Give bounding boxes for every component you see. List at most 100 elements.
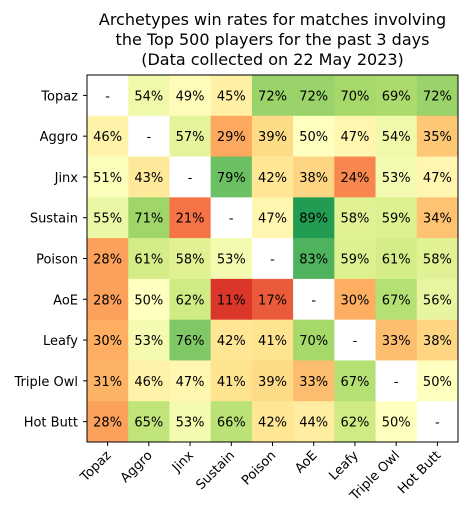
x-tick-label: Sustain <box>193 448 238 493</box>
heatmap-cell <box>169 401 212 443</box>
cell-value-label: 50% <box>299 130 328 145</box>
cell-value-label: 72% <box>423 89 452 104</box>
y-tick-label: Leafy <box>43 334 78 349</box>
y-axis: Topaz Aggro Jinx Sustain Poison AoE Leafy Tripl… <box>14 89 87 431</box>
heatmap-cell <box>293 197 335 239</box>
y-tick-label: Topaz <box>40 89 78 104</box>
cell-value-label: 50% <box>382 416 411 431</box>
cell-value-label: 42% <box>258 171 287 186</box>
heatmap-cell <box>87 238 129 280</box>
cell-value-label: 39% <box>258 375 287 390</box>
cell-value-label: 62% <box>176 293 205 308</box>
cell-value-label: 79% <box>217 171 246 186</box>
cell-value-label: 72% <box>258 89 287 104</box>
cell-value-label: 28% <box>93 416 122 431</box>
heatmap-cell <box>375 75 418 117</box>
cell-value-label: 53% <box>217 253 246 268</box>
heatmap-cell <box>334 197 376 239</box>
y-tick-label: Triple Owl <box>14 375 78 390</box>
heatmap-cell <box>293 278 335 321</box>
heatmap-cell <box>210 401 253 443</box>
cell-value-label: 39% <box>258 130 287 145</box>
heatmap-cell <box>210 360 253 402</box>
x-tick-label: Poison <box>239 448 279 488</box>
cell-value-label: 46% <box>93 130 122 145</box>
heatmap-cell <box>375 115 418 157</box>
heatmap-cell <box>416 156 459 198</box>
heatmap-cell <box>128 401 170 443</box>
x-tick-label: Aggro <box>118 448 156 486</box>
cell-value-label: 55% <box>93 212 122 227</box>
heatmap-cell <box>375 156 418 198</box>
y-tick-label: Sustain <box>30 212 78 227</box>
x-tick-label: Leafy <box>326 448 362 484</box>
heatmap-cell <box>416 360 459 402</box>
x-tick-label: Hot Butt <box>395 448 444 497</box>
heatmap-cell <box>169 360 212 402</box>
cell-value-label: 49% <box>176 89 205 104</box>
cell-value-label: 67% <box>340 375 369 390</box>
x-tick-label: Topaz <box>77 448 114 485</box>
cell-value-label: 33% <box>299 375 328 390</box>
heatmap-cell <box>416 401 459 443</box>
chart-title-line: the Top 500 players for the past 3 days <box>116 30 430 49</box>
heatmap-cell <box>251 360 294 402</box>
cell-value-label: 62% <box>340 416 369 431</box>
cell-value-label: 47% <box>176 375 205 390</box>
heatmap-cell <box>210 156 253 198</box>
cell-value-label: - <box>435 416 440 431</box>
heatmap-cell <box>375 319 418 361</box>
heatmap-cell <box>87 156 129 198</box>
heatmap-cell <box>251 319 294 361</box>
y-tick-label: AoE <box>53 293 78 308</box>
heatmap-cell <box>169 197 212 239</box>
cell-value-label: 45% <box>217 89 246 104</box>
heatmap-cell <box>251 156 294 198</box>
heatmap-cell <box>251 278 294 321</box>
cell-value-label: - <box>146 130 151 145</box>
cell-value-label: 47% <box>423 171 452 186</box>
cell-value-label: 30% <box>340 293 369 308</box>
heatmap-cell <box>416 75 459 117</box>
heatmap-cell <box>251 238 294 280</box>
cell-value-label: 29% <box>217 130 246 145</box>
cell-value-label: 89% <box>299 212 328 227</box>
cell-value-label: - <box>353 334 358 349</box>
cell-value-label: 47% <box>340 130 369 145</box>
cell-value-label: 67% <box>382 293 411 308</box>
cell-value-label: 51% <box>93 171 122 186</box>
cell-value-label: - <box>394 375 399 390</box>
heatmap-cell <box>87 115 129 157</box>
heatmap-cell <box>128 319 170 361</box>
heatmap-cell <box>293 156 335 198</box>
heatmap-cell <box>128 278 170 321</box>
heatmap-cell <box>416 278 459 321</box>
cell-value-label: 28% <box>93 253 122 268</box>
cell-value-label: 61% <box>382 253 411 268</box>
cell-value-label: 53% <box>176 416 205 431</box>
heatmap-cell <box>293 360 335 402</box>
cell-value-label: 50% <box>423 375 452 390</box>
heatmap-cell <box>293 401 335 443</box>
cell-value-label: 34% <box>423 212 452 227</box>
heatmap-cell <box>416 319 459 361</box>
heatmap-cell <box>210 197 253 239</box>
cell-value-label: 58% <box>176 253 205 268</box>
cell-value-label: 46% <box>134 375 163 390</box>
heatmap-cell <box>334 238 376 280</box>
chart-title-line: Archetypes win rates for matches involvi… <box>99 10 446 29</box>
heatmap-cell <box>416 115 459 157</box>
cell-value-label: 33% <box>382 334 411 349</box>
cell-value-label: 70% <box>299 334 328 349</box>
heatmap-cell <box>169 319 212 361</box>
cell-value-label: 17% <box>258 293 287 308</box>
heatmap-cell <box>87 360 129 402</box>
heatmap-cell <box>210 238 253 280</box>
cell-value-label: 41% <box>258 334 287 349</box>
chart-title-line: (Data collected on 22 May 2023) <box>141 50 404 69</box>
x-tick-label: Jinx <box>169 448 197 476</box>
chart-title: Archetypes win rates for matches involvi… <box>99 10 446 69</box>
y-tick-label: Aggro <box>40 130 78 145</box>
cell-value-label: 35% <box>423 130 452 145</box>
